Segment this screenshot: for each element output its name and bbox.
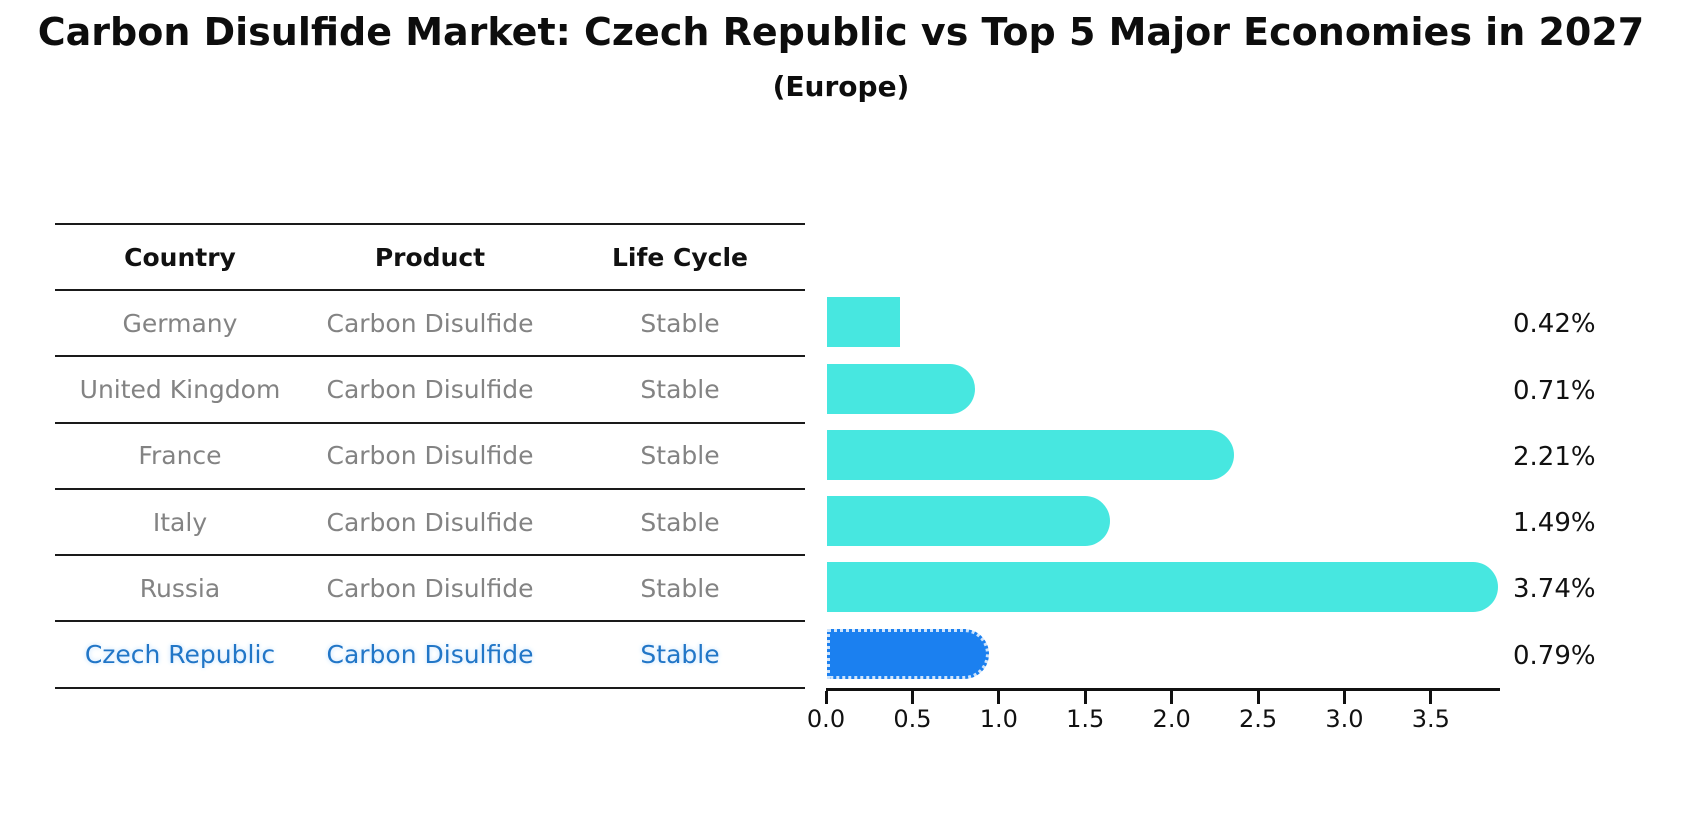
x-axis-tick-label: 3.0 <box>1325 705 1364 733</box>
bar-value-label: 1.49% <box>1513 508 1596 539</box>
cell-product: Carbon Disulfide <box>326 374 534 404</box>
column-header-life-cycle: Life Cycle <box>611 242 749 272</box>
cell-product: Carbon Disulfide <box>326 441 534 471</box>
bar-france <box>827 429 1234 480</box>
table-body: Germany Carbon Disulfide Stable United King… <box>55 291 805 689</box>
x-axis-tick <box>1170 691 1174 704</box>
cell-life-cycle: Stable <box>640 374 720 404</box>
x-axis-tick <box>1342 691 1346 704</box>
cell-life-cycle: Stable <box>640 441 720 471</box>
table-row: France Carbon Disulfide Stable <box>55 424 805 490</box>
bar-italy <box>827 496 1110 547</box>
chart-title: Carbon Disulfide Market: Czech Republic … <box>37 10 1645 54</box>
table-row: Italy Carbon Disulfide Stable <box>55 490 805 557</box>
cell-product: Carbon Disulfide <box>326 640 534 670</box>
bar-value-label: 0.42% <box>1513 309 1596 340</box>
x-axis-tick <box>997 691 1001 704</box>
table-header-row: Country Product Life Cycle <box>55 225 805 291</box>
cell-country: Russia <box>139 573 221 603</box>
cell-country: United Kingdom <box>79 374 281 404</box>
x-axis-tick-label: 1.5 <box>1066 705 1105 733</box>
cell-country: Czech Republic <box>84 640 276 670</box>
x-axis-tick <box>910 691 914 704</box>
cell-life-cycle: Stable <box>640 507 720 537</box>
cell-product: Carbon Disulfide <box>326 308 534 338</box>
table-row: Czech Republic Carbon Disulfide Stable <box>55 622 805 689</box>
column-header-product: Product <box>374 242 486 272</box>
cell-life-cycle: Stable <box>640 640 720 670</box>
bar-value-label: 3.74% <box>1513 574 1596 605</box>
x-axis-tick <box>1083 691 1087 704</box>
bar-russia <box>827 562 1499 613</box>
country-table: Country Product Life Cycle Germany Carbon… <box>55 223 805 689</box>
bar-czech-republic <box>827 628 989 679</box>
x-axis-tick-label: 2.5 <box>1238 705 1278 733</box>
cell-product: Carbon Disulfide <box>326 573 534 603</box>
x-axis-tick <box>1256 691 1260 704</box>
x-axis-tick-label: 2.0 <box>1152 705 1191 733</box>
table-row: United Kingdom Carbon Disulfide Stable <box>55 357 805 424</box>
cell-country: France <box>138 441 222 471</box>
cell-country: Italy <box>152 507 208 537</box>
cell-country: Germany <box>122 308 238 338</box>
bar-germany <box>827 297 900 348</box>
x-axis-tick-label: 0.5 <box>893 705 932 733</box>
bar-united-kingdom <box>827 363 975 414</box>
bar-value-label: 0.71% <box>1513 375 1596 406</box>
x-axis-tick <box>1429 691 1433 704</box>
column-header-country: Country <box>124 242 236 272</box>
cell-life-cycle: Stable <box>640 573 720 603</box>
bar-value-label: 0.79% <box>1513 640 1596 671</box>
x-axis-line <box>826 688 1500 691</box>
cell-life-cycle: Stable <box>640 308 720 338</box>
table-row: Germany Carbon Disulfide Stable <box>55 291 805 358</box>
x-axis-tick <box>824 691 828 704</box>
chart-subtitle: (Europe) <box>772 70 910 103</box>
x-axis-tick-label: 1.0 <box>979 705 1018 733</box>
cell-product: Carbon Disulfide <box>326 507 534 537</box>
bar-value-label: 2.21% <box>1513 441 1596 472</box>
x-axis-tick-label: 0.0 <box>806 705 846 733</box>
x-axis-tick-label: 3.5 <box>1411 705 1450 733</box>
table-row: Russia Carbon Disulfide Stable <box>55 556 805 623</box>
